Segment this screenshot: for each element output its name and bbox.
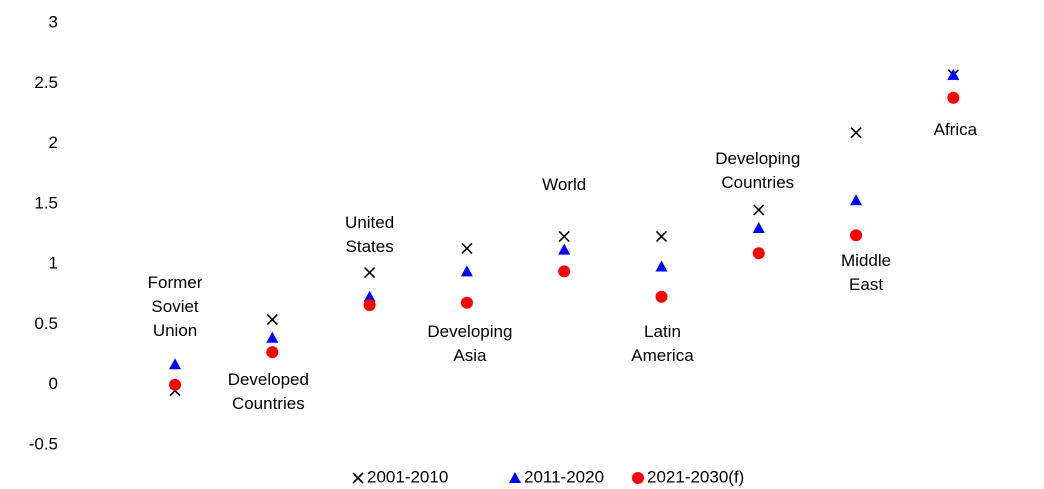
point	[850, 229, 863, 242]
point	[363, 299, 376, 312]
category-label: Middle East	[841, 251, 891, 294]
point	[266, 346, 279, 359]
y-tick-label: 1	[49, 254, 58, 273]
category-label: Developed Countries	[228, 370, 309, 413]
point	[558, 265, 571, 278]
legend-label: 2011-2020	[524, 467, 604, 486]
point	[655, 290, 668, 303]
point	[266, 314, 278, 326]
point	[850, 194, 863, 206]
point	[364, 267, 376, 279]
point	[169, 358, 182, 370]
point	[752, 247, 765, 260]
point	[363, 290, 376, 302]
point	[752, 221, 765, 233]
point	[460, 265, 473, 277]
category-label: World	[542, 175, 586, 194]
legend-label: 2001-2010	[367, 467, 448, 486]
point	[850, 127, 862, 139]
legend-marker	[632, 472, 644, 484]
legend-marker	[352, 472, 364, 484]
point	[266, 331, 279, 343]
point	[753, 204, 765, 216]
point	[461, 242, 473, 255]
point	[558, 230, 570, 242]
point	[655, 230, 668, 242]
category-label: Africa	[934, 120, 978, 139]
y-tick-label: 0.5	[34, 314, 58, 333]
point	[655, 260, 668, 272]
category-label: Former Soviet Union	[148, 273, 203, 340]
point	[947, 91, 960, 104]
point	[460, 296, 473, 309]
category-label: United States	[345, 213, 394, 256]
legend-label: 2021-2030(f)	[647, 467, 744, 486]
y-tick-label: 1.5	[34, 193, 58, 212]
y-tick-label: 0	[49, 374, 58, 393]
point	[558, 243, 571, 255]
y-tick-label: 2	[49, 133, 58, 152]
category-label: Latin America	[631, 322, 694, 365]
y-tick-label: 2.5	[34, 73, 58, 92]
legend-marker	[509, 472, 521, 483]
point	[169, 378, 182, 391]
y-tick-label: 3	[49, 12, 58, 31]
y-tick-label: -0.5	[29, 434, 58, 453]
category-label: Developing Asia	[427, 322, 512, 365]
point	[947, 68, 960, 80]
category-label: Developing Countries	[715, 149, 800, 192]
